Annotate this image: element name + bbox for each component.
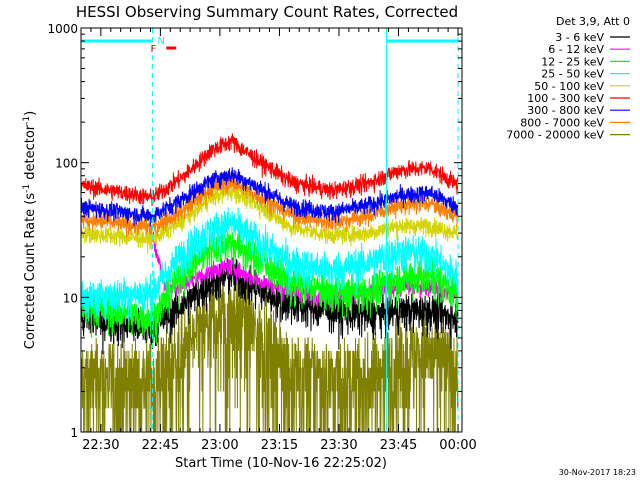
legend-label: 3 - 6 keV — [555, 31, 604, 44]
y-axis-label-part: Corrected Count Rate (s — [23, 193, 38, 350]
legend-label: 7000 - 20000 keV — [506, 129, 604, 142]
y-axis-label-exponent: -1 — [22, 184, 32, 193]
legend-label: 100 - 300 keV — [527, 92, 604, 105]
y-tick-label: 1000 — [47, 22, 78, 36]
plot-area: NF — [81, 28, 459, 432]
series-line — [81, 133, 459, 206]
x-axis: 22:30 22:45 23:00 23:15 23:30 23:45 00:00 — [80, 28, 477, 453]
flare-annotation: F — [150, 44, 156, 55]
legend-label: 50 - 100 keV — [534, 80, 604, 93]
y-axis: 1 10 100 1000 — [47, 22, 462, 440]
series-line — [81, 167, 459, 227]
legend-header: Det 3,9, Att 0 — [556, 15, 630, 28]
x-tick-label: 00:00 — [439, 438, 476, 453]
series-line — [81, 172, 459, 238]
x-tick-label: 23:30 — [320, 438, 357, 453]
legend-label: 12 - 25 keV — [541, 55, 604, 68]
x-tick-label: 22:30 — [82, 438, 119, 453]
y-axis-label-part: ) — [23, 111, 38, 116]
y-axis-label-part: detector — [23, 124, 38, 184]
date-stamp: 30-Nov-2017 18:23 — [559, 468, 636, 477]
legend-label: 800 - 7000 keV — [520, 116, 604, 129]
series-line — [81, 273, 459, 432]
x-axis-label: Start Time (10-Nov-16 22:25:02) — [175, 456, 387, 471]
x-tick-label: 22:45 — [142, 438, 179, 453]
legend-label: 300 - 800 keV — [527, 104, 604, 117]
plot-frame — [80, 27, 463, 433]
legend-label: 25 - 50 keV — [541, 68, 604, 81]
y-tick-label: 10 — [63, 291, 78, 305]
series-line — [81, 228, 459, 345]
series-line — [81, 207, 459, 326]
series-line — [81, 184, 459, 254]
x-tick-label: 23:45 — [380, 438, 417, 453]
y-tick-label: 100 — [55, 157, 78, 171]
x-tick-label: 23:15 — [261, 438, 298, 453]
x-tick-label: 23:00 — [201, 438, 238, 453]
y-axis-label: Corrected Count Rate (s-1 detector-1) — [22, 111, 38, 349]
legend-label: 6 - 12 keV — [548, 43, 604, 56]
y-axis-label-exponent: -1 — [22, 116, 32, 125]
chart-title: HESSI Observing Summary Count Rates, Cor… — [76, 3, 458, 21]
night-annotation: N — [157, 36, 164, 47]
y-tick-label: 1 — [70, 426, 78, 440]
